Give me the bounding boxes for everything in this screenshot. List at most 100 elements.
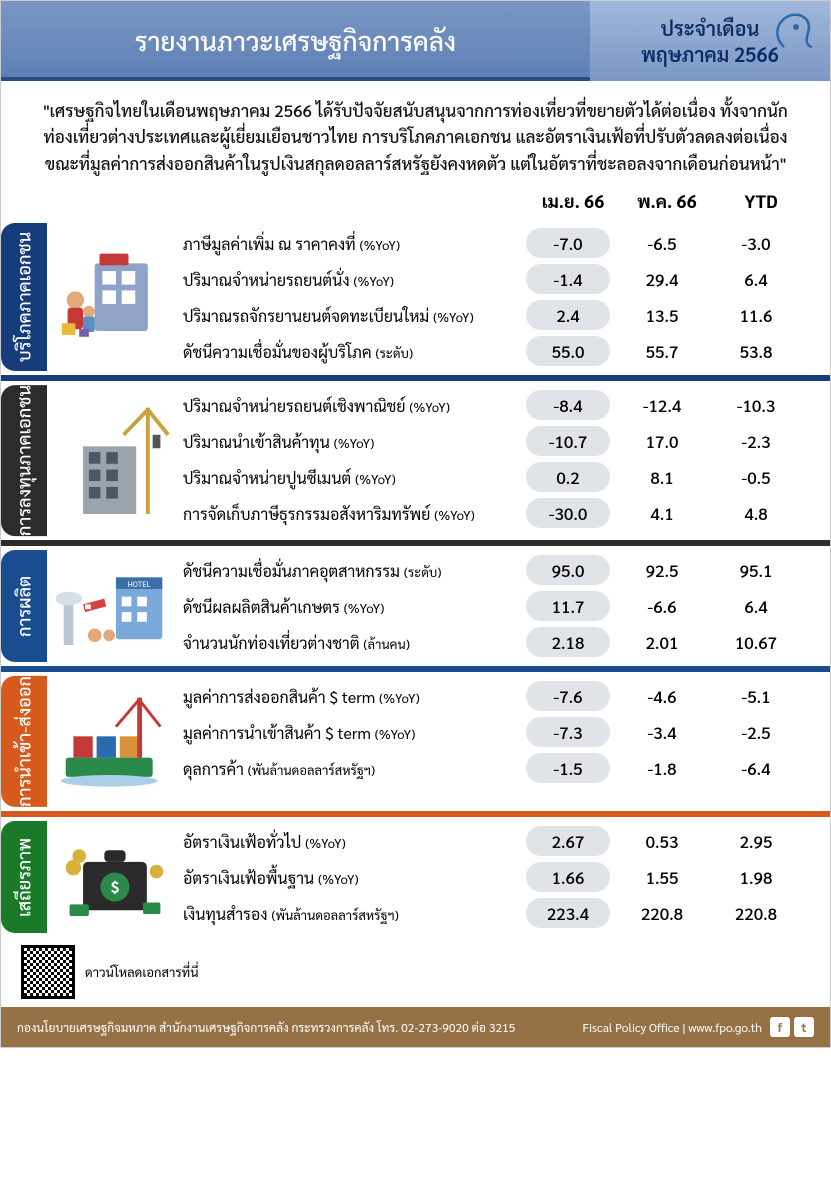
section-tab: เสถียรภาพ [1, 821, 47, 933]
col-header-2: พ.ค. 66 [620, 190, 714, 213]
value-cell: 29.4 [620, 264, 704, 294]
value-cell: 220.8 [620, 898, 704, 928]
section-consumption: บริโภคภาคเอกชน ภาษีมูลค่าเพิ่ม ณ ราคาคงที… [1, 219, 830, 381]
value-cell: 1.98 [714, 862, 798, 892]
row-label: การจัดเก็บภาษีธุรกรรมอสังหาริมทรัพย์ (%Y… [181, 503, 526, 524]
value-cell: -8.4 [526, 390, 610, 420]
section-trade: การนำเข้า-ส่งออก มูลค่าการส่งออกสินค้า $ … [1, 672, 830, 817]
section-tab: การนำเข้า-ส่งออก [1, 676, 47, 807]
data-row: ปริมาณจำหน่ายรถยนต์เชิงพาณิชย์ (%YoY)-8.… [181, 387, 808, 423]
row-label: ปริมาณจำหน่ายรถยนต์นั่ง (%YoY) [181, 269, 526, 290]
header: รายงานภาวะเศรษฐกิจการคลัง ประจำเดือน พฤษ… [1, 1, 830, 81]
period-value: พฤษภาคม 2566 [641, 41, 779, 67]
twitter-icon[interactable]: t [794, 1017, 814, 1037]
column-headers: เม.ย. 66 พ.ค. 66 YTD [1, 186, 830, 219]
value-cell: -12.4 [620, 390, 704, 420]
value-cell: 95.1 [714, 555, 798, 585]
report-page: รายงานภาวะเศรษฐกิจการคลัง ประจำเดือน พฤษ… [0, 0, 831, 1048]
data-row: ดุลการค้า (พันล้านดอลลาร์สหรัฐฯ)-1.5-1.8… [181, 750, 808, 786]
row-label: มูลค่าการส่งออกสินค้า $ term (%YoY) [181, 686, 526, 707]
data-row: อัตราเงินเฟ้อทั่วไป (%YoY)2.670.532.95 [181, 823, 808, 859]
data-row: ปริมาณรถจักรยานยนต์จดทะเบียนใหม่ (%YoY)2… [181, 297, 808, 333]
value-cell: 0.53 [620, 826, 704, 856]
value-cell: -1.8 [620, 753, 704, 783]
data-row: ปริมาณจำหน่ายปูนซีเมนต์ (%YoY)0.28.1-0.5 [181, 459, 808, 495]
facebook-icon[interactable]: f [770, 1017, 790, 1037]
section-tab: การลงทุนภาคเอกชน [1, 385, 47, 536]
row-label: ปริมาณจำหน่ายปูนซีเมนต์ (%YoY) [181, 467, 526, 488]
section-illustration-icon: $ [47, 817, 181, 937]
footer-right: Fiscal Policy Office | www.fpo.go.th [583, 1019, 763, 1035]
data-row: มูลค่าการส่งออกสินค้า $ term (%YoY)-7.6 -… [181, 678, 808, 714]
value-cell: -7.6 [526, 681, 610, 711]
row-label: อัตราเงินเฟ้อทั่วไป (%YoY) [181, 831, 526, 852]
qr-code-icon[interactable] [21, 945, 75, 999]
value-cell: 95.0 [526, 555, 610, 585]
col-header-3: YTD [714, 190, 808, 213]
row-label: มูลค่าการนำเข้าสินค้า $ term (%YoY) [181, 722, 526, 743]
row-label: ปริมาณนำเข้าสินค้าทุน (%YoY) [181, 431, 526, 452]
data-row: เงินทุนสำรอง (พันล้านดอลลาร์สหรัฐฯ)223.4… [181, 895, 808, 931]
value-cell: -6.6 [620, 591, 704, 621]
value-cell: 2.95 [714, 826, 798, 856]
section-illustration-icon [47, 219, 181, 375]
value-cell: -6.5 [620, 228, 704, 258]
section-illustration-icon: HOTEL [47, 546, 181, 666]
svg-text:$: $ [111, 876, 120, 897]
value-cell: -0.5 [714, 462, 798, 492]
row-label: อัตราเงินเฟ้อพื้นฐาน (%YoY) [181, 867, 526, 888]
download-row: ดาวน์โหลดเอกสารที่นี่ [1, 937, 830, 1007]
section-stability: เสถียรภาพ$อัตราเงินเฟ้อทั่วไป (%YoY)2.67… [1, 817, 830, 937]
data-row: มูลค่าการนำเข้าสินค้า $ term (%YoY)-7.3-… [181, 714, 808, 750]
section-tab: บริโภคภาคเอกชน [1, 223, 47, 371]
section-rows: มูลค่าการส่งออกสินค้า $ term (%YoY)-7.6 -… [181, 672, 808, 811]
value-cell: 53.8 [714, 336, 798, 366]
data-row: จำนวนนักท่องเที่ยวต่างชาติ (ล้านคน)2.18 2… [181, 624, 808, 660]
value-cell: -6.4 [714, 753, 798, 783]
value-cell: 2.01 [620, 627, 704, 657]
data-row: ดัชนีความเชื่อมั่นภาคอุตสาหกรรม (ระดับ)9… [181, 552, 808, 588]
data-row: ปริมาณจำหน่ายรถยนต์นั่ง (%YoY)-1.4 29.4 6.… [181, 261, 808, 297]
value-cell: -10.7 [526, 426, 610, 456]
value-cell: 6.4 [714, 591, 798, 621]
section-rows: อัตราเงินเฟ้อทั่วไป (%YoY)2.670.532.95อั… [181, 817, 808, 937]
data-row: ปริมาณนำเข้าสินค้าทุน (%YoY)-10.717.0-2.… [181, 423, 808, 459]
section-production: การผลิต HOTEL ดัชนีความเชื่อมั่นภาคอุตสาหก… [1, 546, 830, 672]
col-header-1: เม.ย. 66 [526, 190, 620, 213]
sections-container: บริโภคภาคเอกชน ภาษีมูลค่าเพิ่ม ณ ราคาคงที… [1, 219, 830, 937]
section-investment: การลงทุนภาคเอกชน ปริมาณจำหน่ายรถยนต์เชิงพ… [1, 381, 830, 546]
data-row: ดัชนีความเชื่อมั่นของผู้บริโภค (ระดับ)55… [181, 333, 808, 369]
row-label: จำนวนนักท่องเที่ยวต่างชาติ (ล้านคน) [181, 632, 526, 653]
data-row: การจัดเก็บภาษีธุรกรรมอสังหาริมทรัพย์ (%Y… [181, 495, 808, 531]
value-cell: 11.7 [526, 591, 610, 621]
row-label: เงินทุนสำรอง (พันล้านดอลลาร์สหรัฐฯ) [181, 903, 526, 924]
download-text: ดาวน์โหลดเอกสารที่นี่ [85, 964, 198, 981]
value-cell: 223.4 [526, 898, 610, 928]
summary-text: "เศรษฐกิจไทยในเดือนพฤษภาคม 2566 ได้รับปั… [1, 81, 830, 186]
footer-left: กองนโยบายเศรษฐกิจมหภาค สำนักงานเศรษฐกิจก… [17, 1019, 515, 1035]
value-cell: 13.5 [620, 300, 704, 330]
value-cell: 6.4 [714, 264, 798, 294]
footer: กองนโยบายเศรษฐกิจมหภาค สำนักงานเศรษฐกิจก… [1, 1007, 830, 1047]
report-title: รายงานภาวะเศรษฐกิจการคลัง [1, 1, 590, 81]
value-cell: 2.4 [526, 300, 610, 330]
value-cell: -1.5 [526, 753, 610, 783]
value-cell: -10.3 [714, 390, 798, 420]
svg-text:HOTEL: HOTEL [128, 579, 151, 589]
value-cell: 11.6 [714, 300, 798, 330]
value-cell: 55.7 [620, 336, 704, 366]
value-cell: 2.18 [526, 627, 610, 657]
value-cell: -7.3 [526, 717, 610, 747]
data-row: อัตราเงินเฟ้อพื้นฐาน (%YoY)1.661.551.98 [181, 859, 808, 895]
value-cell: -5.1 [714, 681, 798, 711]
row-label: ภาษีมูลค่าเพิ่ม ณ ราคาคงที่ (%YoY) [181, 233, 526, 254]
section-rows: ดัชนีความเชื่อมั่นภาคอุตสาหกรรม (ระดับ)9… [181, 546, 808, 666]
value-cell: 220.8 [714, 898, 798, 928]
value-cell: 4.1 [620, 498, 704, 528]
data-row: ภาษีมูลค่าเพิ่ม ณ ราคาคงที่ (%YoY)-7.0-6… [181, 225, 808, 261]
value-cell: -1.4 [526, 264, 610, 294]
section-illustration-icon [47, 381, 181, 540]
section-rows: ภาษีมูลค่าเพิ่ม ณ ราคาคงที่ (%YoY)-7.0-6… [181, 219, 808, 375]
section-tab: การผลิต [1, 550, 47, 662]
row-label: ปริมาณรถจักรยานยนต์จดทะเบียนใหม่ (%YoY) [181, 305, 526, 326]
